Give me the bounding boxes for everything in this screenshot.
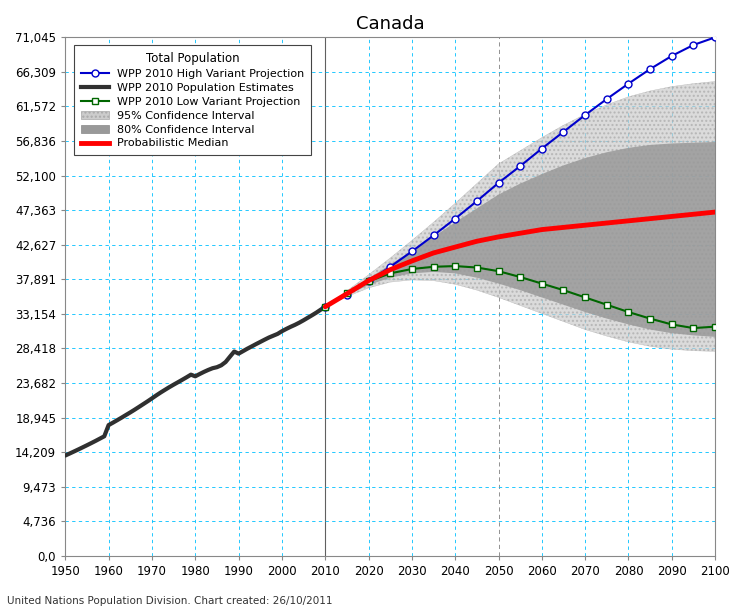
- Title: Canada: Canada: [356, 15, 425, 33]
- Text: United Nations Population Division. Chart created: 26/10/2011: United Nations Population Division. Char…: [7, 596, 333, 606]
- Legend: WPP 2010 High Variant Projection, WPP 2010 Population Estimates, WPP 2010 Low Va: WPP 2010 High Variant Projection, WPP 20…: [74, 46, 311, 155]
